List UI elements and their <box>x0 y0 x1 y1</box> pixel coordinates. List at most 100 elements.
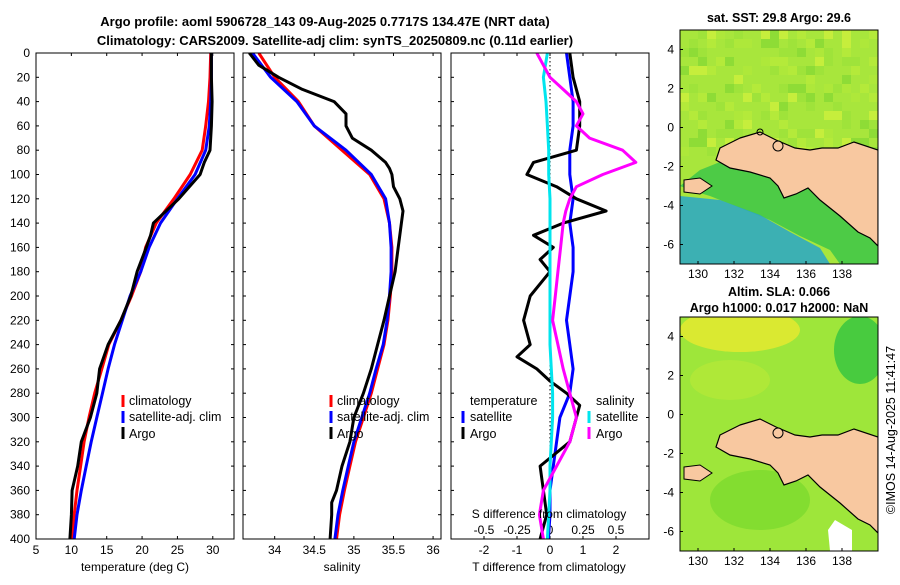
depth-tick-label: 160 <box>10 240 30 254</box>
x-tick-label: 10 <box>65 543 79 557</box>
sst-cool-water <box>680 196 830 264</box>
temperature-panel: 0 20 40 60 80 100 120 140 160 180 200 220 240 260 280 3… <box>10 46 235 574</box>
temperature-xlabel: temperature (deg C) <box>81 560 189 574</box>
map-x-tick-label: 130 <box>688 554 708 568</box>
sla-map-title: Altim. SLA: 0.066 <box>728 285 830 299</box>
legend-satellite-label: satellite-adj. clim <box>337 410 429 424</box>
sst-pixel <box>770 102 779 111</box>
sst-pixel <box>824 111 833 120</box>
sst-pixel <box>689 66 698 75</box>
sst-pixel <box>869 111 878 120</box>
sst-pixel <box>779 30 788 39</box>
depth-tick-label: 280 <box>10 386 30 400</box>
sst-pixel <box>824 57 833 66</box>
sst-pixel <box>725 102 734 111</box>
sst-pixel <box>842 138 851 147</box>
sst-pixel <box>851 57 860 66</box>
sst-map-frame <box>679 29 879 265</box>
series-line-climatology <box>257 53 394 539</box>
sst-pixel <box>689 39 698 48</box>
sst-pixel <box>797 30 806 39</box>
sst-pixel <box>779 129 788 138</box>
sst-pixel <box>842 84 851 93</box>
sst-pixel <box>860 120 869 129</box>
legend-temperature-heading: temperature <box>470 394 537 408</box>
sst-pixel <box>824 129 833 138</box>
sst-pixel <box>770 111 779 120</box>
sst-pixel <box>869 57 878 66</box>
map-x-tick-label: 136 <box>796 267 816 281</box>
series-line-s-satellite <box>541 53 555 539</box>
sst-pixel <box>734 129 743 138</box>
s-difference-tick-label: -0.25 <box>503 523 531 537</box>
sst-pixel <box>716 129 725 138</box>
x-tick-label: 20 <box>135 543 149 557</box>
sst-pixel <box>851 66 860 75</box>
difference-legend: temperature satellite Argo salinity sate… <box>461 394 638 441</box>
depth-tick-label: 220 <box>10 313 30 327</box>
sst-pixel <box>779 48 788 57</box>
depth-tick-label: 320 <box>10 435 30 449</box>
sla-islet <box>772 427 784 439</box>
sst-pixel <box>716 30 725 39</box>
sst-pixel <box>779 120 788 129</box>
depth-tick-label: 340 <box>10 459 30 473</box>
sst-pixel <box>806 75 815 84</box>
sst-pixel <box>707 39 716 48</box>
sst-pixel <box>698 57 707 66</box>
sst-pixel <box>689 111 698 120</box>
sst-pixel <box>770 30 779 39</box>
sla-high-anomaly <box>680 317 800 352</box>
sst-pixel <box>680 93 689 102</box>
sst-pixel <box>716 102 725 111</box>
sst-pixel <box>743 120 752 129</box>
sst-pixel <box>770 39 779 48</box>
sst-pixel <box>869 75 878 84</box>
temperature-x-ticks: 5 10 15 20 25 30 <box>33 52 234 557</box>
depth-tick-label: 60 <box>17 119 31 133</box>
sst-pixel <box>815 48 824 57</box>
legend-s-satellite-label: satellite <box>596 410 638 424</box>
sst-pixel <box>842 111 851 120</box>
sst-pixel <box>689 48 698 57</box>
depth-tick-label: 180 <box>10 265 30 279</box>
sst-pixel <box>869 129 878 138</box>
map-x-tick-label: 138 <box>832 267 852 281</box>
map-y-tick-label: -4 <box>663 199 674 213</box>
series-line-climatology <box>70 53 213 539</box>
sst-pixel <box>824 93 833 102</box>
sla-island <box>683 464 713 482</box>
salinity-lines <box>248 53 405 539</box>
sst-pixel <box>698 30 707 39</box>
sst-pixel <box>806 102 815 111</box>
sst-pixel <box>725 138 734 147</box>
depth-tick-label: 300 <box>10 411 30 425</box>
sst-pixel <box>851 93 860 102</box>
sst-pixel <box>824 30 833 39</box>
map-y-tick-label: -2 <box>663 160 674 174</box>
x-tick-label: -2 <box>479 543 490 557</box>
depth-tick-label: 120 <box>10 192 30 206</box>
series-line-s-argo <box>535 53 638 539</box>
sst-pixel <box>833 111 842 120</box>
depth-tick-label: 240 <box>10 338 30 352</box>
series-line-satellite-adj-clim <box>251 53 393 539</box>
sst-pixel <box>842 57 851 66</box>
sst-pixel <box>869 93 878 102</box>
map-y-tick-label: -2 <box>663 447 674 461</box>
depth-tick-label: 100 <box>10 168 30 182</box>
sst-pixel <box>698 138 707 147</box>
legend-t-argo-label: Argo <box>470 427 496 441</box>
sst-pixel <box>743 39 752 48</box>
sst-pixel <box>734 75 743 84</box>
x-tick-label: 35 <box>347 543 361 557</box>
sst-pixel <box>752 93 761 102</box>
sst-pixel <box>698 111 707 120</box>
sst-pixel <box>788 66 797 75</box>
series-line-argo <box>248 53 405 539</box>
sst-pixel <box>761 30 770 39</box>
sst-pixel <box>725 129 734 138</box>
map-y-tick-label: 4 <box>667 330 674 344</box>
series-line-satellite-adj-clim <box>72 53 213 539</box>
sst-pixel <box>842 39 851 48</box>
